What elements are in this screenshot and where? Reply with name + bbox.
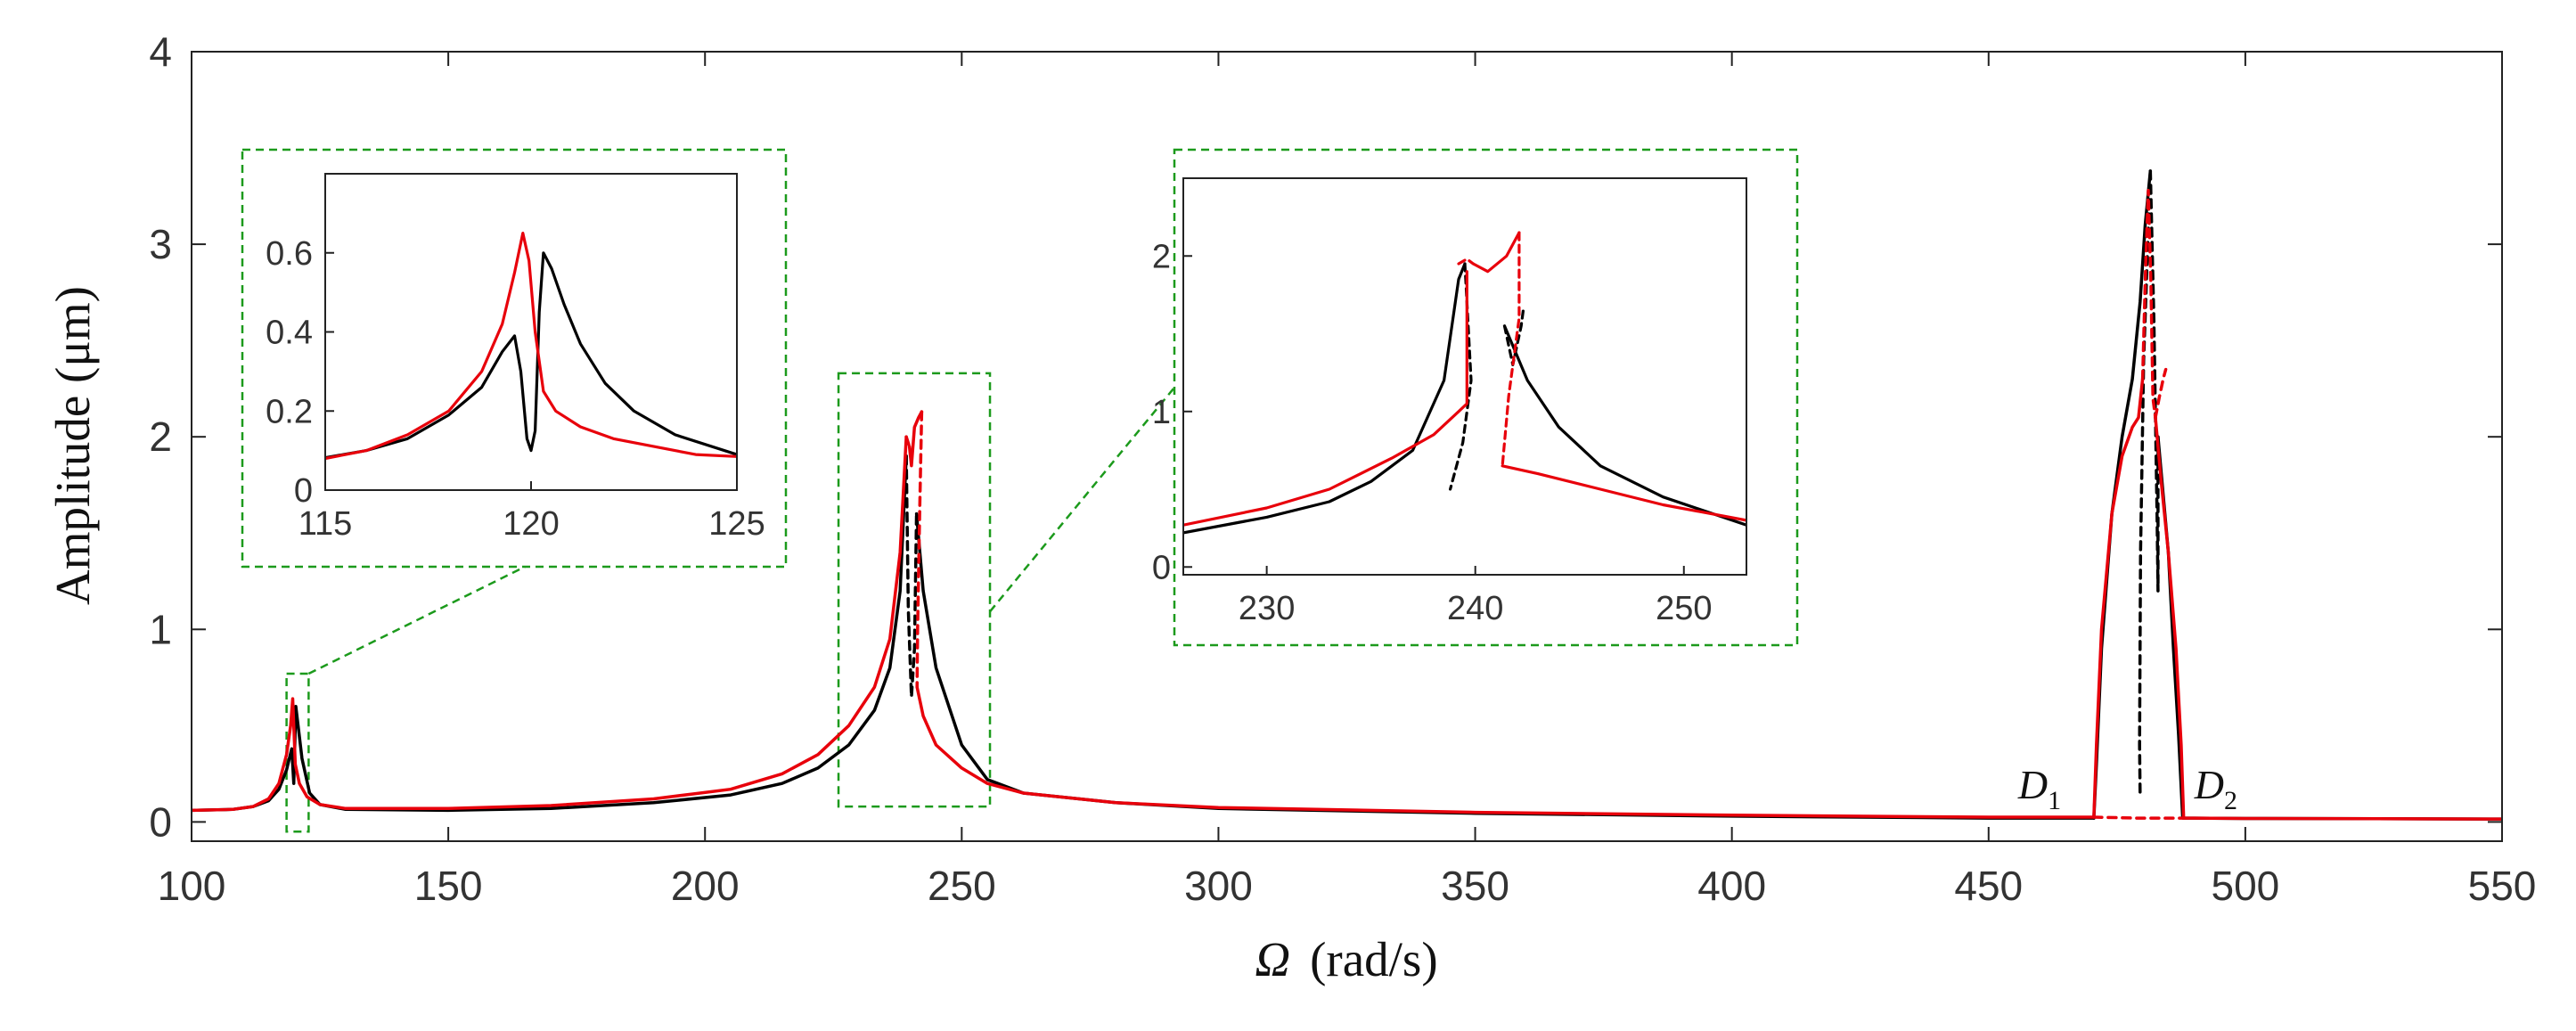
series-red-unstable (915, 410, 924, 689)
y-tick-label: 3 (149, 221, 172, 267)
x-tick-label: 200 (671, 863, 740, 909)
inset2-series-red (1501, 464, 1746, 522)
y-tick-label: 2 (149, 413, 172, 460)
series-red-stable (2154, 415, 2502, 821)
x-axis-label: Ω (rad/s) (1255, 932, 1437, 986)
x-tick-label: 300 (1184, 863, 1253, 909)
inset2-series-red-dashed (1457, 258, 1475, 266)
x-tick-label: 250 (928, 863, 996, 909)
inset1: 115 120 125 0 0.2 0.4 0.6 (241, 148, 788, 569)
series-black-unstable (904, 454, 919, 699)
x-tick-label: 150 (414, 863, 483, 909)
inset2-connector (989, 387, 1175, 613)
inset1-y-tick-label: 0 (294, 472, 313, 510)
y-axis-label: Amplitude (μm) (45, 286, 100, 605)
series-red-stable (915, 685, 2096, 819)
inset1-y-tick-label: 0.2 (266, 393, 313, 430)
main-y-ticks: 0 1 2 3 4 (149, 29, 2502, 845)
x-axis-unit: (rad/s) (1310, 932, 1438, 986)
inset2-source-box (837, 372, 992, 808)
inset2-frame (1173, 148, 1799, 647)
series-red-stable (192, 435, 908, 813)
series-black-unstable (2138, 169, 2153, 795)
annotation-subscript: 2 (2224, 786, 2237, 815)
x-tick-label: 350 (1441, 863, 1509, 909)
series-red-unstable (2154, 367, 2168, 420)
y-tick-label: 4 (149, 29, 172, 75)
inset2: 230 240 250 0 1 2 (1152, 148, 1799, 647)
x-tick-label: 400 (1697, 863, 1766, 909)
y-tick-label: 0 (149, 798, 172, 845)
inset2-series (1183, 231, 1746, 535)
inset1-x-tick-label: 125 (708, 505, 765, 543)
inset2-x-tick-label: 230 (1239, 590, 1295, 627)
annotation-D1: D1 (2017, 762, 2061, 815)
main-series (192, 169, 2502, 821)
inset2-x-tick-label: 240 (1447, 590, 1503, 627)
y-tick-label: 1 (149, 606, 172, 652)
inset2-series-red (1183, 270, 1468, 527)
inset2-y-tick-label: 0 (1152, 549, 1171, 586)
inset-connectors (307, 387, 1175, 675)
main-x-ticks: 100 150 200 250 300 350 400 450 500 550 (158, 52, 2537, 909)
annotation-subscript: 1 (2048, 786, 2061, 815)
annotations: D1 D2 (2017, 762, 2237, 815)
inset2-series-black-dashed (1502, 308, 1525, 366)
series-red-unstable (2140, 188, 2157, 420)
series-red-unstable (2092, 815, 2186, 820)
inset2-series-black (1183, 262, 1467, 535)
inset2-series-red (1471, 231, 1521, 274)
x-tick-label: 450 (1954, 863, 2023, 909)
inset2-axes-frame (1182, 177, 1747, 576)
inset1-series (325, 232, 737, 461)
series-red-unstable (904, 435, 912, 448)
annotation-base: D (2194, 762, 2224, 807)
x-tick-label: 100 (158, 863, 226, 909)
inset1-series-black (325, 251, 737, 460)
main-axes-frame (191, 51, 2503, 842)
series-red-stable (907, 410, 924, 468)
x-tick-label: 550 (2468, 863, 2537, 909)
inset2-x-tick-label: 250 (1656, 590, 1712, 627)
inset1-frame (241, 148, 788, 569)
annotation-base: D (2017, 762, 2048, 807)
annotation-D2: D2 (2194, 762, 2237, 815)
inset1-x-tick-label: 115 (298, 505, 353, 543)
inset1-connector (307, 565, 526, 675)
inset2-series-red-dashed (1501, 231, 1521, 468)
x-tick-label: 500 (2212, 863, 2280, 909)
inset1-x-tick-label: 120 (503, 505, 559, 543)
insets: 115 120 125 0 0.2 0.4 0.6 230 240 250 0 1 2 (241, 148, 1799, 647)
inset1-y-tick-label: 0.4 (266, 315, 313, 352)
inset2-y-tick-label: 2 (1152, 238, 1171, 275)
series-red-stable (2092, 377, 2145, 819)
inset1-series-red (325, 232, 737, 461)
series-black-unstable (2148, 169, 2160, 593)
x-axis-symbol: Ω (1255, 932, 1290, 986)
inset2-series-black (1502, 324, 1746, 527)
inset2-y-tick-label: 1 (1152, 394, 1171, 431)
inset1-y-tick-label: 0.6 (266, 235, 313, 273)
